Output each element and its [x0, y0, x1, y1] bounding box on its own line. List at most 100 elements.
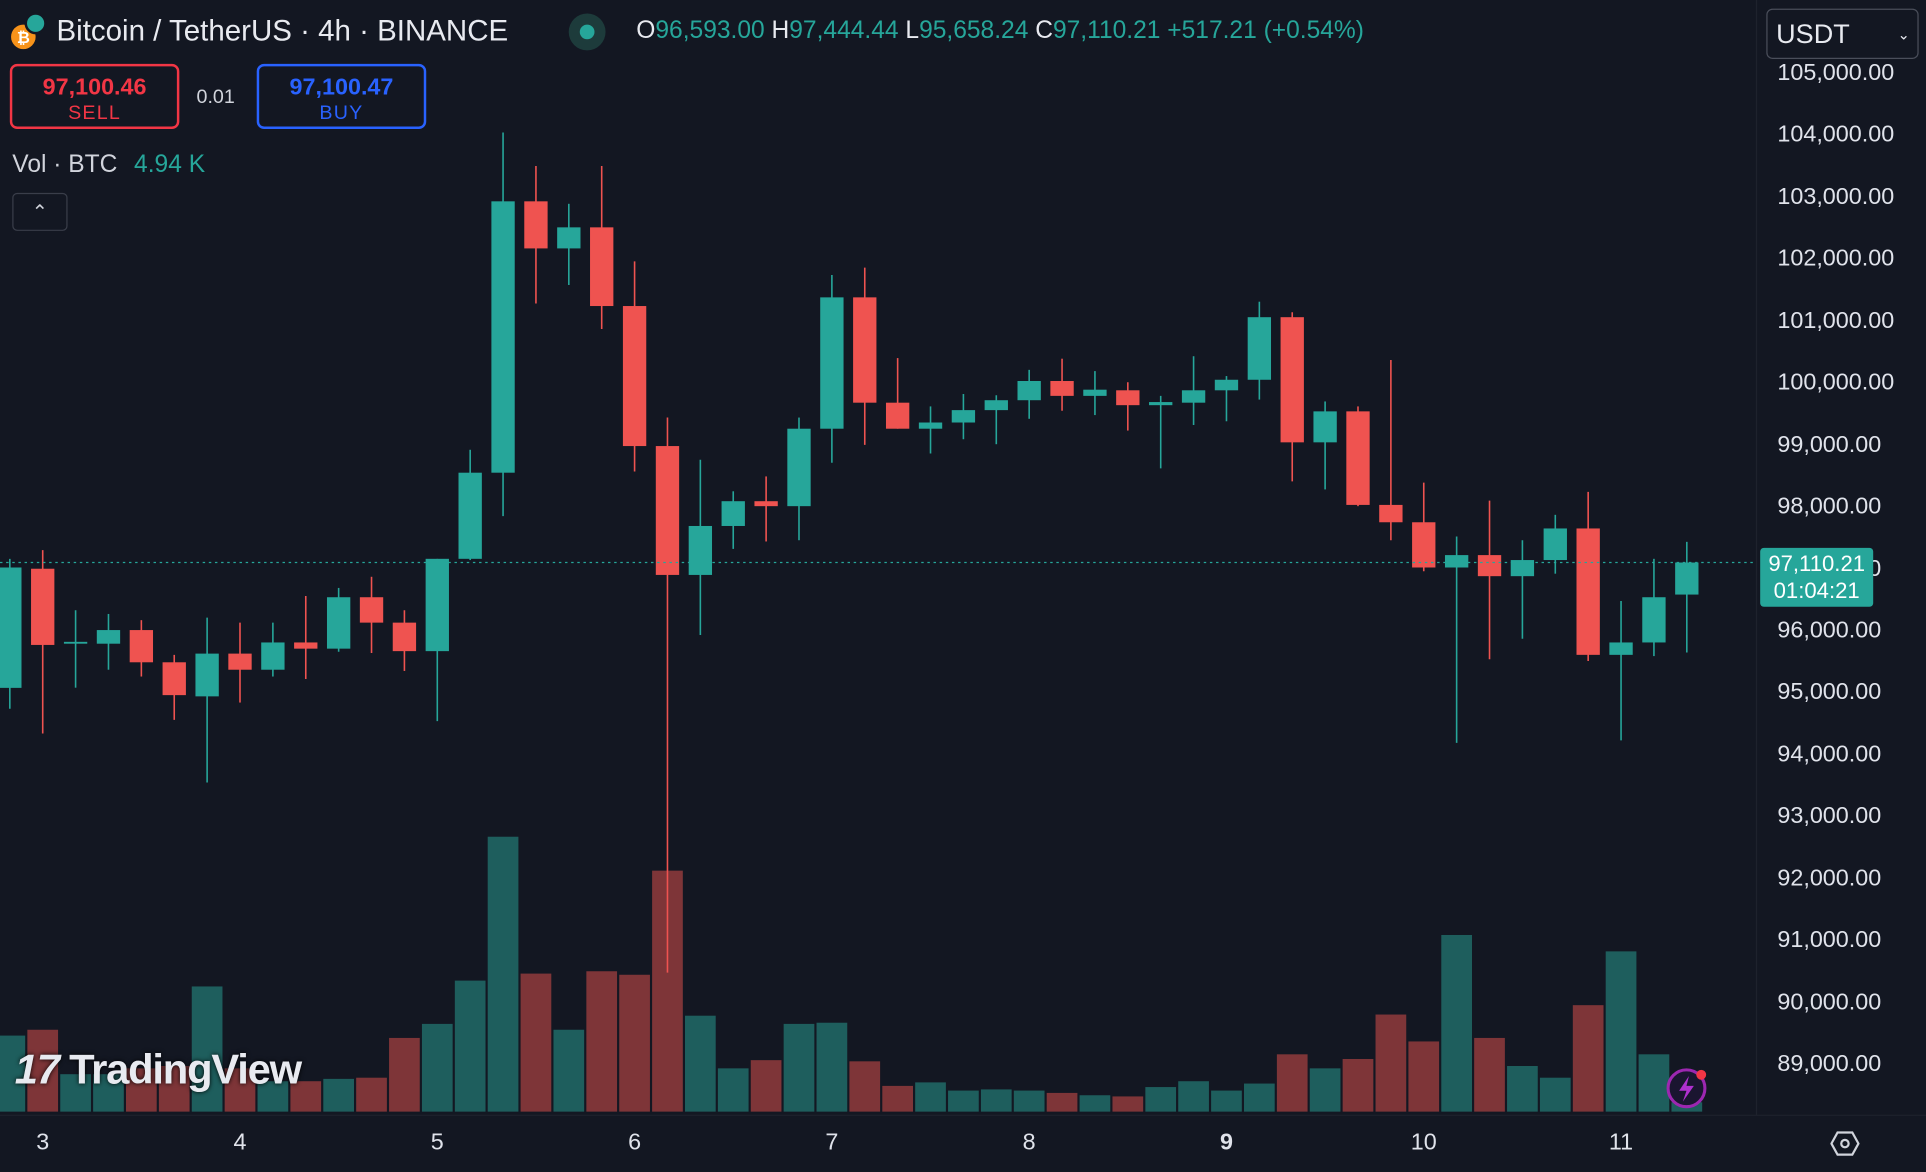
candle	[1280, 312, 1304, 482]
candle	[1477, 500, 1502, 660]
candle-body	[162, 662, 186, 696]
volume-bar	[158, 1066, 190, 1112]
candle-body	[1083, 389, 1107, 396]
volume-bar	[684, 1015, 716, 1112]
candle-body	[1543, 528, 1567, 561]
volume-bar	[586, 971, 618, 1112]
candle-body	[326, 597, 351, 649]
candle	[820, 275, 844, 463]
candles	[0, 132, 1699, 973]
open-label: O	[636, 17, 656, 45]
candle	[195, 617, 219, 783]
price-axis-label: 102,000.00	[1777, 246, 1895, 272]
candle-body	[129, 630, 154, 663]
candle	[1083, 371, 1107, 416]
volume-bar	[1507, 1066, 1538, 1112]
high-value: 97,444.44	[789, 17, 899, 45]
candle	[951, 394, 976, 440]
market-status-icon[interactable]	[568, 13, 606, 51]
buy-button[interactable]: 97,100.47 BUY	[256, 63, 427, 129]
price-axis-label: 90,000.00	[1777, 989, 1882, 1016]
candle	[425, 558, 449, 722]
candle-body	[1609, 642, 1633, 655]
candle-body	[655, 446, 680, 575]
spread-value: 0.01	[196, 87, 235, 109]
volume-bar	[1605, 951, 1637, 1112]
candle	[228, 622, 252, 703]
candle-body	[820, 297, 844, 429]
time-axis-label: 3	[36, 1130, 50, 1156]
volume-bar	[1145, 1087, 1177, 1112]
candle-body	[458, 472, 482, 559]
volume-bar	[323, 1078, 355, 1112]
candle-body	[1050, 381, 1074, 396]
lightning-alert-icon[interactable]	[1666, 1067, 1708, 1109]
candle-body	[853, 297, 877, 403]
candle	[622, 261, 647, 472]
candle	[557, 203, 581, 285]
price-axis-label: 103,000.00	[1777, 184, 1895, 210]
price-axis-label: 91,000.00	[1777, 927, 1882, 954]
candle	[359, 576, 384, 653]
sell-button[interactable]: 97,100.46 SELL	[9, 63, 180, 129]
candle	[787, 417, 811, 541]
candle	[261, 622, 285, 677]
candle-body	[0, 567, 22, 688]
volume-bar	[1013, 1090, 1045, 1112]
price-axis-label: 96,000.00	[1777, 617, 1882, 644]
candle	[294, 595, 318, 680]
candle-body	[1247, 317, 1272, 380]
volume-bar	[60, 1074, 91, 1112]
sell-price: 97,100.46	[42, 74, 147, 101]
volume-bar	[1342, 1058, 1374, 1112]
price-axis-label: 89,000.00	[1777, 1051, 1882, 1078]
watermark-text: TradingView	[69, 1046, 302, 1094]
candle-body	[425, 558, 449, 652]
currency-select[interactable]: USDT ⌄	[1766, 8, 1919, 59]
candle-body	[31, 568, 55, 645]
buy-price: 97,100.47	[289, 74, 394, 101]
candle-body	[195, 653, 219, 697]
candle	[1313, 401, 1337, 490]
time-axis-label: 10	[1410, 1130, 1437, 1156]
candle-body	[951, 410, 976, 423]
buy-label: BUY	[319, 103, 364, 125]
candle	[655, 417, 680, 973]
time-axis-label: 6	[628, 1130, 642, 1156]
candle	[1181, 356, 1206, 425]
open-value: 96,593.00	[655, 17, 765, 45]
volume-bar	[750, 1060, 782, 1112]
candle	[491, 132, 515, 517]
volume-bar	[1572, 1005, 1604, 1112]
candle	[162, 654, 186, 720]
volume-bar	[948, 1090, 979, 1112]
price-axis-label: 105,000.00	[1777, 60, 1895, 86]
candle-body	[359, 597, 384, 623]
candle	[853, 267, 877, 445]
chart-settings-icon[interactable]	[1830, 1129, 1860, 1158]
tradingview-logo-icon: 17	[14, 1046, 60, 1094]
volume-bar	[1276, 1054, 1308, 1112]
symbol-logo-icon: ₿	[10, 12, 49, 51]
volume-bar	[389, 1037, 420, 1112]
symbol-title[interactable]: Bitcoin / TetherUS · 4h · BINANCE	[56, 14, 509, 48]
candle	[984, 395, 1008, 445]
candle-body	[524, 201, 548, 249]
volume-bar	[816, 1022, 848, 1112]
candle	[590, 166, 614, 329]
last-price-value: 97,110.21	[1768, 551, 1866, 577]
volume-label: Vol · BTC	[12, 151, 118, 179]
candle	[1050, 358, 1074, 411]
volume-bar	[1046, 1092, 1078, 1112]
candle	[524, 166, 548, 304]
candle	[1214, 376, 1239, 422]
price-axis-label: 92,000.00	[1777, 865, 1882, 892]
candle	[326, 587, 351, 652]
candle	[1379, 359, 1403, 541]
volume-bar	[520, 973, 552, 1112]
tradingview-watermark[interactable]: 17 TradingView	[14, 1046, 302, 1095]
svg-text:₿: ₿	[17, 28, 30, 47]
price-axis-label: 104,000.00	[1777, 122, 1895, 148]
collapse-legend-button[interactable]: ⌃	[12, 192, 68, 231]
